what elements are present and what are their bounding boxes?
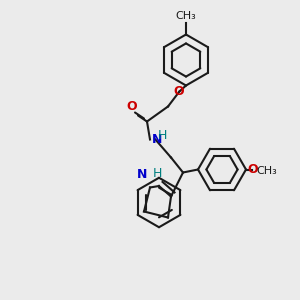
Text: O: O bbox=[248, 163, 258, 176]
Text: CH₃: CH₃ bbox=[176, 11, 197, 21]
Text: O: O bbox=[174, 85, 184, 98]
Text: N: N bbox=[152, 133, 162, 146]
Text: H: H bbox=[153, 167, 162, 180]
Text: O: O bbox=[126, 100, 136, 112]
Text: H: H bbox=[158, 129, 167, 142]
Text: CH₃: CH₃ bbox=[256, 166, 277, 176]
Text: N: N bbox=[136, 169, 147, 182]
